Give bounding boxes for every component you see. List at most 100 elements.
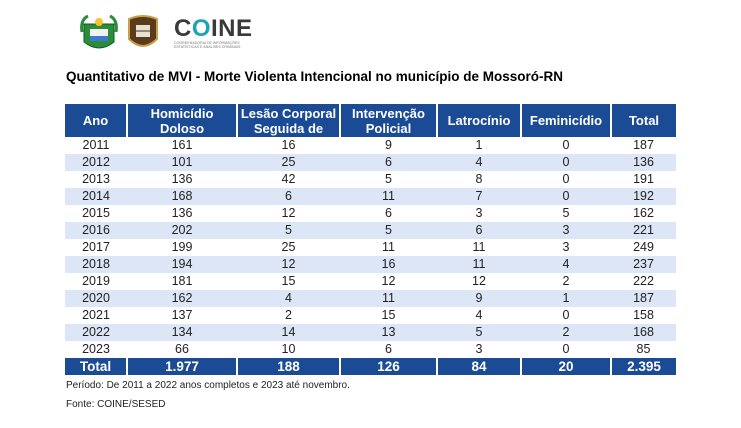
total-cell: 84 — [436, 358, 521, 375]
table-cell: 2018 — [65, 256, 127, 273]
table-cell: 2011 — [82, 138, 110, 152]
table-row: 2013 136 42 5 8 0 191 — [65, 171, 676, 188]
table-cell: 162 — [633, 206, 654, 220]
table-cell: 1 — [475, 138, 483, 152]
source-note: Fonte: COINE/SESED — [66, 399, 166, 410]
total-cell: 2.395 — [610, 358, 676, 375]
table-cell: 11 — [437, 256, 521, 273]
table-row: 2023 66 10 6 3 0 85 — [65, 341, 676, 358]
table-cell: 194 — [127, 256, 237, 273]
table-cell: 161 — [171, 138, 193, 152]
table-row: 2021 137 2 15 4 0 158 — [65, 307, 676, 324]
table-cell: 158 — [633, 308, 654, 322]
table-cell: 0 — [562, 342, 570, 356]
table-cell: 11 — [382, 240, 395, 254]
table-cell: 0 — [521, 188, 611, 205]
table-cell: 2014 — [65, 188, 127, 205]
table-cell: 134 — [127, 324, 237, 341]
table-cell: 2017 — [82, 240, 110, 254]
table-cell: 12 — [381, 274, 396, 288]
table-cell: 8 — [475, 172, 483, 186]
table-cell: 2 — [562, 274, 570, 288]
column-header: Lesão Corporal Seguida de — [236, 104, 340, 137]
table-row: 2018 194 12 16 11 4 237 — [65, 256, 676, 273]
table-cell: 168 — [611, 324, 676, 341]
coine-logo: COINE COORDENADORIA DE INFORMAÇÕES ESTAT… — [174, 14, 253, 49]
total-cell: Total — [65, 358, 127, 375]
table-cell: 0 — [562, 138, 570, 152]
table-cell: 192 — [611, 188, 676, 205]
table-cell: 221 — [611, 222, 676, 239]
table-row: 2011 161 16 9 1 0 187 — [65, 137, 676, 154]
table-cell: 6 — [237, 188, 340, 205]
table-cell: 2022 — [65, 324, 127, 341]
table-cell: 6 — [437, 222, 521, 239]
column-header: Intervenção Policial — [339, 104, 437, 137]
column-header: Feminicídio — [520, 104, 611, 137]
table-row: 2016 202 5 5 6 3 221 — [65, 222, 676, 239]
table-cell: 16 — [281, 138, 296, 152]
police-badge-logo — [128, 15, 158, 47]
table-cell: 6 — [385, 206, 392, 220]
table-cell: 3 — [521, 222, 611, 239]
table-cell: 181 — [171, 274, 193, 288]
table-cell: 202 — [127, 222, 237, 239]
total-cell: 126 — [339, 358, 437, 375]
table-row: 2014 168 6 11 7 0 192 — [65, 188, 676, 205]
column-header: Homicídio Doloso — [126, 104, 237, 137]
table-row: 2015 136 12 6 3 5 162 — [65, 205, 676, 222]
total-cell: 20 — [520, 358, 611, 375]
column-header: Total — [610, 104, 676, 137]
table-cell: 5 — [340, 222, 437, 239]
total-row: Total 1.977 188 126 84 20 2.395 — [65, 358, 676, 375]
table-cell: 2 — [285, 308, 292, 322]
table-cell: 162 — [127, 290, 237, 307]
table-cell: 16 — [340, 256, 437, 273]
table-cell: 222 — [633, 274, 654, 288]
table-cell: 187 — [611, 290, 676, 307]
table-cell: 25 — [281, 240, 296, 254]
state-crest-logo — [80, 14, 118, 49]
table-cell: 2020 — [65, 290, 127, 307]
page-title: Quantitativo de MVI - Morte Violenta Int… — [66, 69, 564, 84]
table-row: 2022 134 14 13 5 2 168 — [65, 324, 676, 341]
table-cell: 4 — [475, 308, 483, 322]
table-cell: 136 — [611, 154, 676, 171]
table-cell: 11 — [340, 290, 437, 307]
table-cell: 237 — [611, 256, 676, 273]
table-row: 2019 181 15 12 12 2 222 — [65, 273, 676, 290]
table-cell: 2023 — [82, 342, 110, 356]
table-cell: 7 — [437, 188, 521, 205]
table-cell: 168 — [127, 188, 237, 205]
table-row: 2020 162 4 11 9 1 187 — [65, 290, 676, 307]
table-cell: 25 — [237, 154, 340, 171]
table-cell: 85 — [636, 342, 651, 356]
table-cell: 15 — [381, 308, 396, 322]
table-cell: 101 — [127, 154, 237, 171]
table-cell: 3 — [475, 206, 483, 220]
table-cell: 2015 — [82, 206, 110, 220]
table-row: 2012 101 25 6 4 0 136 — [65, 154, 676, 171]
table-row: 2017 199 25 11 11 3 249 — [65, 239, 676, 256]
table-cell: 187 — [633, 138, 654, 152]
table-cell: 249 — [633, 240, 654, 254]
table-cell: 191 — [633, 172, 654, 186]
table-cell: 14 — [237, 324, 340, 341]
table-cell: 9 — [437, 290, 521, 307]
table-cell: 5 — [562, 206, 570, 220]
table-cell: 5 — [237, 222, 340, 239]
table-cell: 2021 — [82, 308, 110, 322]
table-cell: 9 — [385, 138, 392, 152]
table-cell: 5 — [437, 324, 521, 341]
table-cell: 2013 — [82, 172, 110, 186]
table-cell: 42 — [281, 172, 296, 186]
table-cell: 136 — [171, 206, 193, 220]
table-cell: 2012 — [65, 154, 127, 171]
table-cell: 12 — [472, 274, 486, 288]
table-cell: 4 — [237, 290, 340, 307]
table-cell: 13 — [340, 324, 437, 341]
table-cell: 0 — [562, 308, 570, 322]
table-cell: 5 — [385, 172, 392, 186]
table-cell: 12 — [281, 206, 296, 220]
column-header: Ano — [65, 104, 127, 137]
